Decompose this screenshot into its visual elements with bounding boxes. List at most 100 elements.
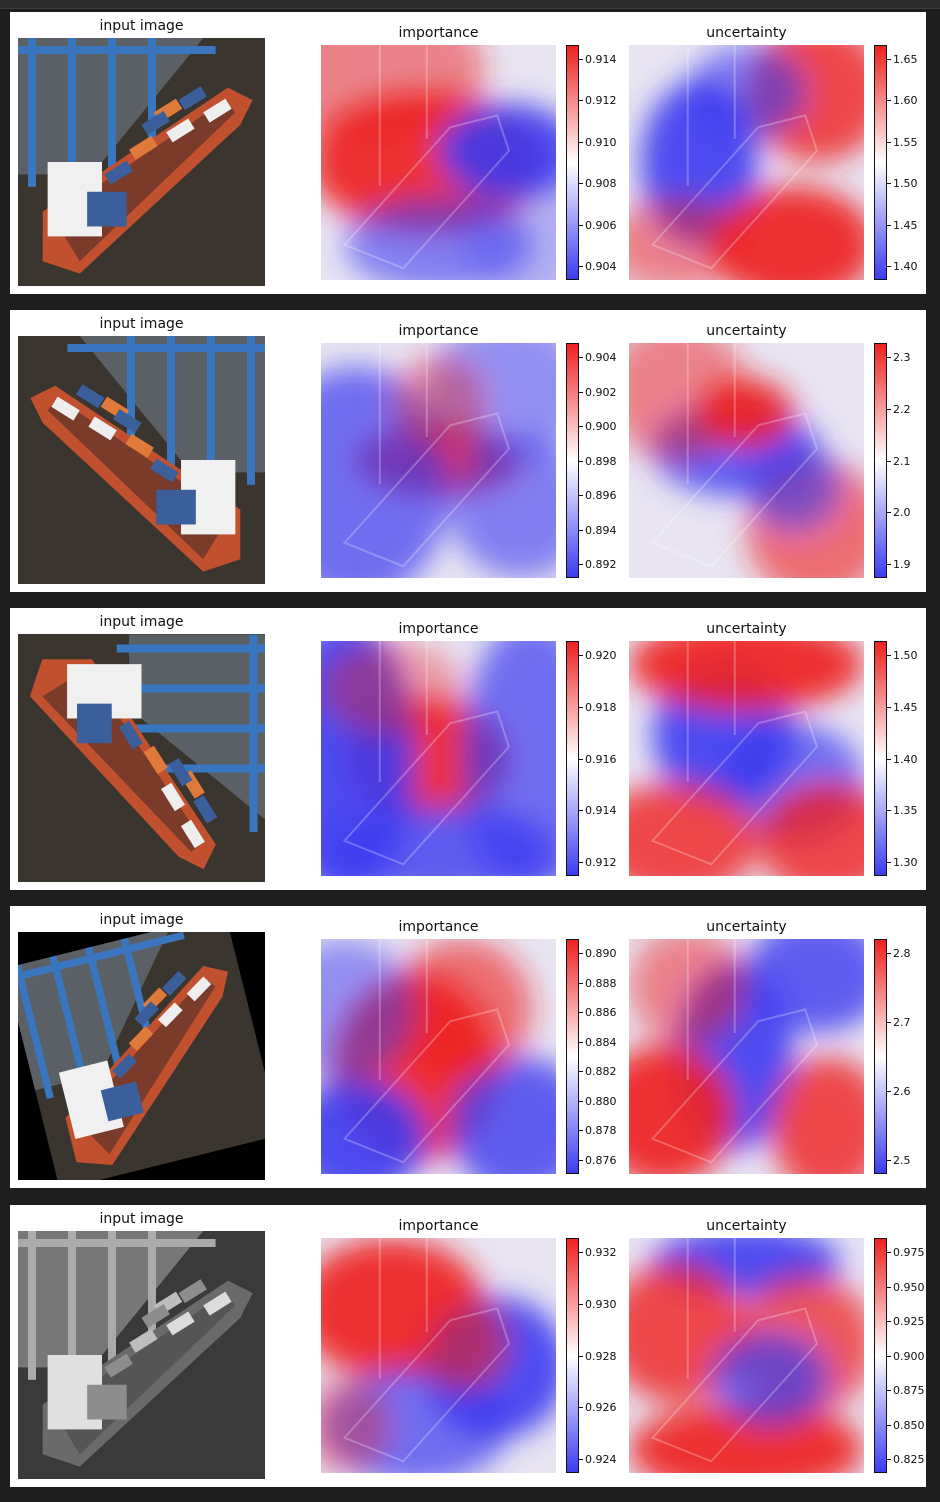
importance-colorbar-tickmark [579, 1071, 583, 1072]
uncertainty-colorbar-tickmark [887, 564, 891, 565]
importance-heatmap-svg [321, 939, 556, 1174]
importance-colorbar-tickmark [579, 1130, 583, 1131]
uncertainty-colorbar-tick-label: 1.55 [893, 136, 918, 149]
uncertainty-heatmap-svg [629, 1238, 864, 1473]
importance-colorbar-tick-label: 0.910 [585, 136, 617, 149]
importance-region-low [321, 1080, 427, 1174]
importance-colorbar-tickmark [579, 1101, 583, 1102]
uncertainty-colorbar-tick-label: 1.65 [893, 53, 918, 66]
uncertainty-colorbar-tick-label: 1.35 [893, 804, 918, 817]
importance-region-low [462, 162, 556, 280]
importance-title: importance [398, 1218, 479, 1234]
uncertainty-region-low [746, 437, 841, 531]
uncertainty-region-high [770, 1056, 864, 1174]
uncertainty-colorbar-tick-label: 0.950 [893, 1281, 925, 1294]
importance-colorbar-tickmark [579, 1304, 583, 1305]
importance-heatmap [321, 45, 556, 280]
input-image-title: input image [99, 18, 184, 34]
importance-title: importance [398, 25, 479, 41]
importance-colorbar-tickmark [579, 100, 583, 101]
uncertainty-colorbar-tick-label: 0.850 [893, 1419, 925, 1432]
importance-colorbar-svg [566, 641, 579, 876]
uncertainty-region-high [629, 641, 864, 712]
input-photo-svg [18, 634, 265, 882]
uncertainty-colorbar-tickmark [887, 1356, 891, 1357]
importance-region-high [391, 939, 533, 1080]
uncertainty-colorbar-tickmark [887, 759, 891, 760]
importance-colorbar-tick-label: 0.908 [585, 177, 617, 190]
importance-colorbar-tick-label: 0.884 [585, 1036, 617, 1049]
uncertainty-colorbar-tickmark [887, 1160, 891, 1161]
uncertainty-region-high [711, 186, 864, 280]
uncertainty-heatmap [629, 343, 864, 578]
importance-heatmap-svg [321, 343, 556, 578]
uncertainty-colorbar-svg [874, 1238, 887, 1473]
importance-heatmap-svg [321, 1238, 556, 1473]
uncertainty-colorbar-tick-label: 0.875 [893, 1384, 925, 1397]
uncertainty-title: uncertainty [706, 919, 787, 935]
importance-region-low [321, 805, 556, 876]
uncertainty-colorbar-tick-label: 2.8 [893, 947, 911, 960]
importance-colorbar-tick-label: 0.928 [585, 1350, 617, 1363]
uncertainty-colorbar-tick-label: 2.6 [893, 1085, 911, 1098]
uncertainty-colorbar-tick-label: 2.1 [893, 455, 911, 468]
uncertainty-colorbar-tick-label: 0.925 [893, 1315, 925, 1328]
importance-region-high [321, 45, 486, 139]
uncertainty-region-high [629, 343, 747, 461]
uncertainty-colorbar-tick-label: 1.50 [893, 649, 918, 662]
uncertainty-colorbar-tick-label: 0.975 [893, 1246, 925, 1259]
importance-colorbar-tickmark [579, 426, 583, 427]
importance-colorbar-tickmark [579, 266, 583, 267]
importance-colorbar-tick-label: 0.932 [585, 1246, 617, 1259]
importance-colorbar-tickmark [579, 142, 583, 143]
importance-colorbar-tick-label: 0.924 [585, 1453, 617, 1466]
importance-colorbar-tickmark [579, 953, 583, 954]
uncertainty-colorbar-svg [874, 45, 887, 280]
uncertainty-colorbar [874, 939, 887, 1174]
importance-colorbar-tickmark [579, 759, 583, 760]
uncertainty-colorbar-svg [874, 641, 887, 876]
input-image [18, 634, 265, 882]
input-image-title: input image [99, 1211, 184, 1227]
importance-colorbar-tickmark [579, 564, 583, 565]
uncertainty-colorbar-tickmark [887, 810, 891, 811]
uncertainty-colorbar-tick-label: 2.0 [893, 506, 911, 519]
importance-colorbar-tickmark [579, 1459, 583, 1460]
importance-colorbar-tickmark [579, 983, 583, 984]
importance-colorbar-tick-label: 0.892 [585, 558, 617, 571]
importance-colorbar-tick-label: 0.876 [585, 1154, 617, 1167]
importance-colorbar-tickmark [579, 495, 583, 496]
uncertainty-region-high [629, 939, 747, 1045]
importance-region-high [321, 1379, 392, 1473]
uncertainty-colorbar-tickmark [887, 655, 891, 656]
uncertainty-colorbar-tickmark [887, 142, 891, 143]
importance-colorbar-tickmark [579, 530, 583, 531]
importance-colorbar [566, 45, 579, 280]
input-photo-svg [18, 336, 265, 584]
importance-colorbar-svg [566, 1238, 579, 1473]
importance-colorbar-tick-label: 0.896 [585, 489, 617, 502]
uncertainty-colorbar-tickmark [887, 707, 891, 708]
importance-colorbar-tick-label: 0.904 [585, 351, 617, 364]
importance-colorbar-tick-label: 0.886 [585, 1006, 617, 1019]
importance-colorbar-tick-label: 0.918 [585, 701, 617, 714]
importance-colorbar-tick-label: 0.926 [585, 1401, 617, 1414]
input-image [18, 1231, 265, 1479]
result-row: input image importance 0.904 0.902 0.900 0.89… [10, 310, 926, 592]
uncertainty-colorbar-tick-label: 1.30 [893, 856, 918, 869]
importance-colorbar-tickmark [579, 183, 583, 184]
uncertainty-colorbar-tickmark [887, 461, 891, 462]
importance-colorbar-tick-label: 0.906 [585, 219, 617, 232]
importance-colorbar-tick-label: 0.882 [585, 1065, 617, 1078]
importance-colorbar [566, 343, 579, 578]
importance-colorbar [566, 1238, 579, 1473]
importance-colorbar-tick-label: 0.888 [585, 977, 617, 990]
importance-colorbar-tick-label: 0.912 [585, 856, 617, 869]
importance-heatmap [321, 939, 556, 1174]
importance-colorbar-tickmark [579, 655, 583, 656]
uncertainty-colorbar [874, 45, 887, 280]
importance-heatmap [321, 343, 556, 578]
uncertainty-colorbar [874, 1238, 887, 1473]
uncertainty-heatmap [629, 641, 864, 876]
uncertainty-colorbar-tickmark [887, 59, 891, 60]
